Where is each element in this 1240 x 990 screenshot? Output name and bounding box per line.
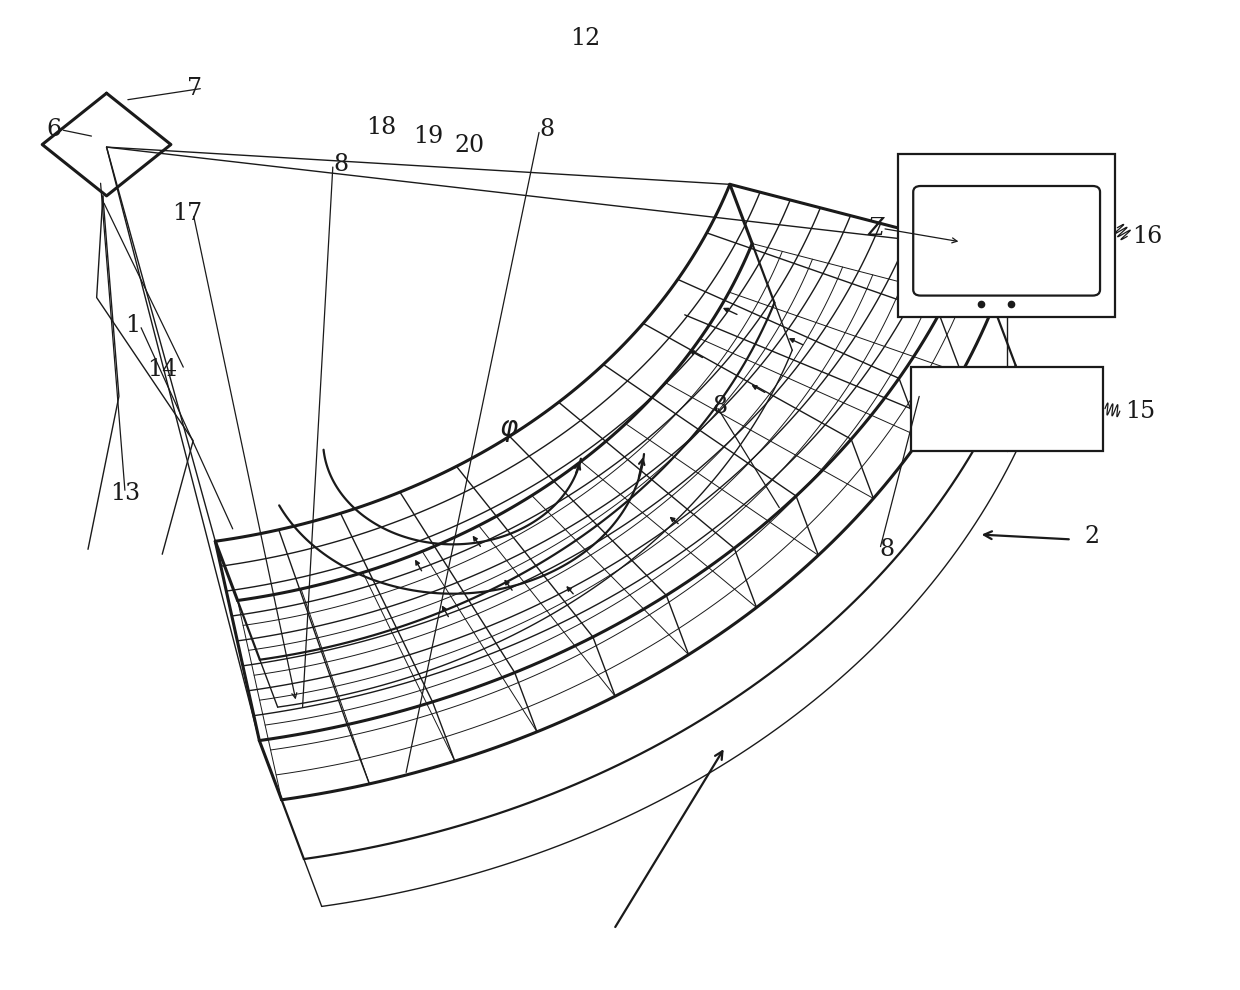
Text: 18: 18 [366,116,397,140]
Text: 8: 8 [539,118,554,142]
Text: 6: 6 [46,118,61,142]
Bar [898,154,1115,318]
Text: 13: 13 [110,481,140,505]
Text: 16: 16 [1132,225,1162,248]
Text: 8: 8 [880,538,895,560]
Text: Z: Z [868,217,884,240]
FancyBboxPatch shape [913,186,1100,296]
Bar [910,366,1102,450]
Text: 7: 7 [187,77,202,100]
Text: 12: 12 [570,28,600,50]
Text: $\varphi$: $\varphi$ [498,418,518,445]
Text: 1: 1 [125,314,140,337]
Text: 8: 8 [334,152,348,176]
Text: 15: 15 [1125,400,1154,423]
Text: 2: 2 [1084,525,1099,547]
Text: 20: 20 [454,134,485,157]
Text: 17: 17 [172,202,202,225]
Text: 14: 14 [148,358,177,381]
Text: 8: 8 [713,395,728,418]
Text: 19: 19 [413,125,444,148]
